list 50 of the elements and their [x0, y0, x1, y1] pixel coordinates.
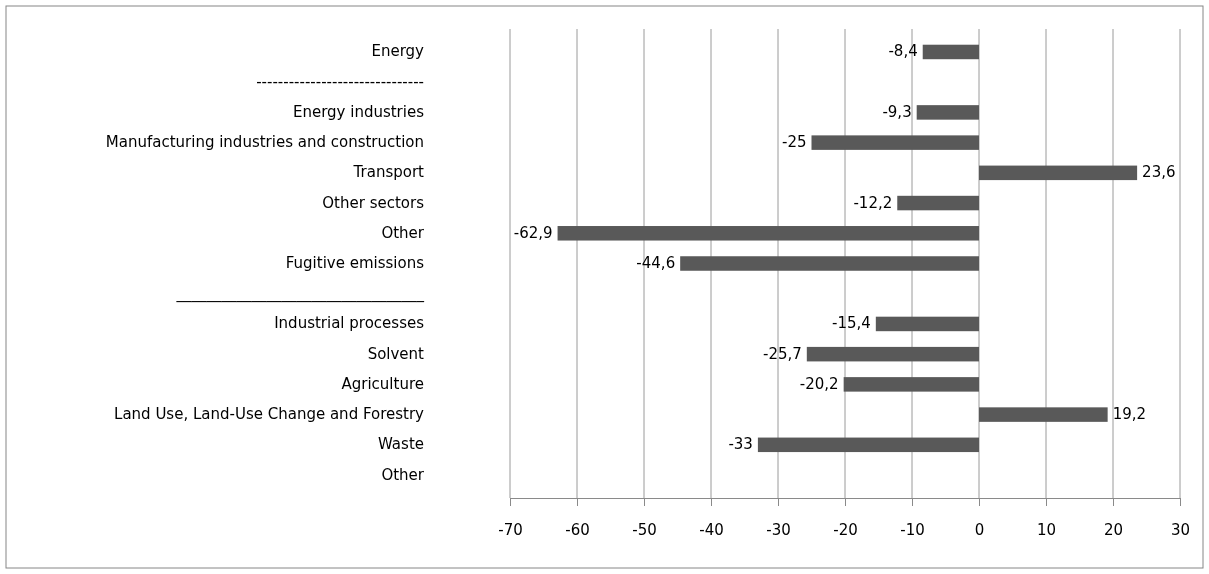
data-label: 23,6	[1142, 163, 1176, 182]
data-label: -9,3	[882, 102, 912, 121]
x-tick-label: 20	[1103, 520, 1124, 539]
y-tick-label: -------------------------------	[256, 72, 424, 91]
bar	[557, 226, 979, 241]
bar	[916, 105, 979, 120]
y-tick-label: Agriculture	[341, 374, 424, 393]
x-tick-label: 30	[1170, 520, 1191, 539]
y-tick-label: Other	[381, 223, 425, 242]
y-tick-label: Fugitive emissions	[285, 254, 425, 272]
y-tick-label: Other	[381, 465, 425, 484]
y-tick-label: _________________________________	[175, 284, 425, 304]
y-tick-label: Energy	[371, 42, 425, 61]
y-tick-label: Land Use, Land-Use Change and Forestry	[114, 405, 425, 424]
data-label: -8,4	[888, 42, 918, 61]
y-tick-label: Industrial processes	[274, 314, 425, 333]
x-tick-label: -20	[833, 520, 858, 539]
data-label: -20,2	[799, 374, 839, 393]
x-tick-label: 10	[1036, 520, 1057, 539]
data-label: -33	[728, 435, 753, 454]
x-tick-label: -10	[900, 520, 925, 539]
bar	[843, 377, 979, 392]
x-tick-label: -40	[699, 520, 724, 539]
y-tick-label: Manufacturing industries and construction	[105, 133, 424, 152]
bar	[811, 135, 979, 150]
x-tick-label: -60	[565, 520, 590, 539]
bar	[897, 195, 979, 211]
bar	[979, 407, 1108, 422]
x-tick-label: -50	[632, 520, 657, 539]
y-tick-label: Waste	[378, 435, 424, 454]
bar	[680, 256, 979, 271]
y-tick-label: Transport	[352, 163, 425, 182]
data-label: -12,2	[853, 193, 893, 212]
data-label: 19,2	[1112, 405, 1147, 424]
x-tick-label: -30	[766, 520, 791, 539]
bar	[806, 346, 979, 362]
data-label: -25,7	[763, 344, 802, 363]
x-tick-label: 0	[974, 520, 985, 539]
y-tick-label: Energy industries	[292, 102, 425, 121]
bar	[757, 437, 979, 453]
data-label: -25	[782, 133, 807, 152]
data-label: -15,4	[832, 314, 871, 333]
data-label: -62,9	[513, 223, 553, 242]
x-tick-label: -70	[498, 520, 523, 539]
bar	[875, 316, 979, 332]
data-label: -44,6	[636, 254, 676, 272]
y-tick-label: Other sectors	[322, 193, 425, 212]
bar	[979, 165, 1138, 181]
bar	[922, 44, 979, 60]
y-tick-label: Solvent	[367, 344, 425, 363]
